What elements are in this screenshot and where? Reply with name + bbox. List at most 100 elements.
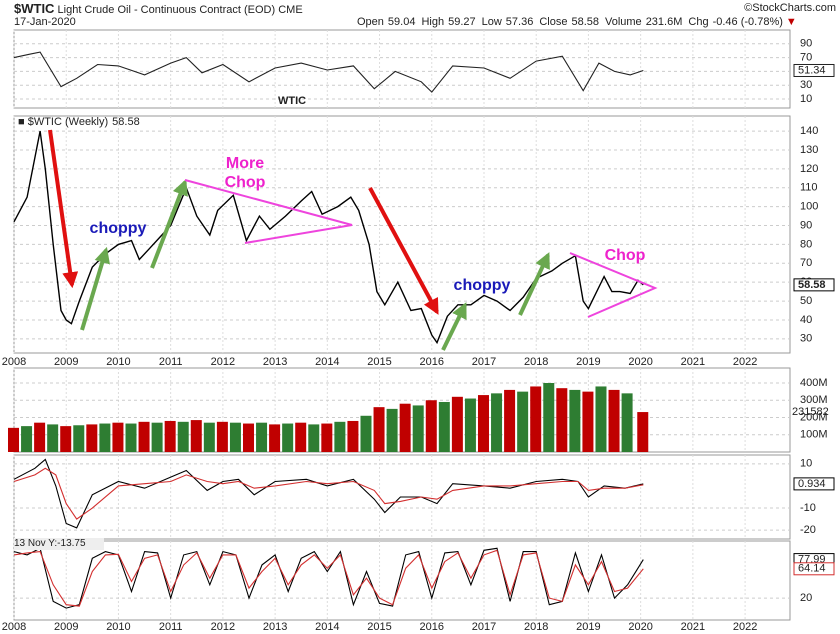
series-line bbox=[13, 549, 644, 607]
x-tick-label: 2014 bbox=[315, 356, 339, 368]
volume-bar bbox=[360, 415, 372, 452]
volume-bar bbox=[151, 422, 163, 452]
legend: ■ $WTIC (Weekly) 58.58 bbox=[18, 116, 140, 128]
y-tick-label: 90 bbox=[800, 38, 812, 50]
volume-bar bbox=[399, 403, 411, 452]
x-tick-label: 2014 bbox=[315, 621, 339, 633]
volume-bar bbox=[477, 395, 489, 452]
volume-bar bbox=[637, 412, 649, 452]
last-value-box bbox=[793, 278, 835, 292]
x-tick-label: 2013 bbox=[263, 356, 287, 368]
date: 17-Jan-2020 bbox=[14, 16, 76, 28]
y-tick-label: 20 bbox=[800, 592, 812, 604]
y-tick-label: 140 bbox=[800, 125, 818, 137]
panel bbox=[13, 115, 791, 354]
x-tick-label: 2013 bbox=[263, 621, 287, 633]
volume-bar bbox=[438, 401, 450, 452]
x-tick-label: 2012 bbox=[211, 356, 235, 368]
volume-bar bbox=[47, 424, 59, 452]
volume-bar bbox=[321, 423, 333, 452]
volume-bar bbox=[334, 421, 346, 452]
y-tick-label: 400M bbox=[800, 377, 828, 389]
y-tick-label: 200M bbox=[800, 411, 828, 423]
x-tick-label: 2008 bbox=[2, 621, 26, 633]
last-value-box bbox=[793, 477, 835, 491]
y-tick-label: 120 bbox=[800, 163, 818, 175]
x-tick-label: 2009 bbox=[54, 621, 78, 633]
x-tick-label: 2015 bbox=[367, 621, 391, 633]
stats: Open 59.04 High 59.27 Low 57.36 Close 58.58 Volu… bbox=[357, 16, 797, 28]
x-tick-label: 2020 bbox=[628, 356, 652, 368]
stat-value: 231.6M bbox=[646, 16, 683, 28]
symbol: $WTIC bbox=[14, 1, 55, 16]
panel-title: WTIC bbox=[278, 95, 306, 107]
stat-label: Open bbox=[357, 16, 384, 28]
volume-bar bbox=[282, 423, 294, 452]
x-tick-label: 2018 bbox=[524, 621, 548, 633]
volume-bar bbox=[595, 386, 607, 452]
stat-value: -0.46 (-0.78%) bbox=[713, 16, 783, 28]
x-tick-label: 2011 bbox=[159, 356, 183, 368]
last-value-box bbox=[793, 63, 835, 77]
x-tick-label: 2015 bbox=[367, 356, 391, 368]
stat-label: Volume bbox=[605, 16, 642, 28]
x-tick-label: 2019 bbox=[576, 621, 600, 633]
panel bbox=[13, 29, 791, 109]
y-tick-label: 70 bbox=[800, 257, 812, 269]
copyright: ©StockCharts.com bbox=[744, 2, 836, 14]
volume-bar bbox=[491, 393, 503, 452]
volume-bar bbox=[308, 424, 320, 452]
y-tick-label: 80 bbox=[800, 238, 812, 250]
x-tick-label: 2018 bbox=[524, 356, 548, 368]
header: $WTIC Light Crude Oil - Continuous Contr… bbox=[14, 1, 303, 16]
volume-bar bbox=[621, 393, 633, 452]
legend-name: $WTIC (Weekly) bbox=[28, 116, 108, 128]
x-tick-label: 2010 bbox=[106, 621, 130, 633]
volume-bar bbox=[21, 426, 33, 452]
volume-bar bbox=[543, 383, 555, 452]
annotation: 13 Nov Y:-13.75 bbox=[14, 538, 104, 550]
volume-bar bbox=[190, 420, 202, 452]
volume-bar bbox=[60, 426, 72, 452]
volume-bar bbox=[412, 405, 424, 452]
y-tick-label: 10 bbox=[800, 458, 812, 470]
y-tick-label: 30 bbox=[800, 333, 812, 345]
x-tick-label: 2011 bbox=[159, 621, 183, 633]
x-tick-label: 2019 bbox=[576, 356, 600, 368]
volume-bar bbox=[464, 398, 476, 452]
volume-bar bbox=[177, 421, 189, 452]
annotation: More Chop bbox=[224, 155, 266, 191]
volume-bar bbox=[8, 427, 19, 452]
x-tick-label: 2010 bbox=[106, 356, 130, 368]
stat-value: 57.36 bbox=[506, 16, 534, 28]
annotation: choppy bbox=[453, 277, 511, 294]
panel bbox=[13, 540, 791, 621]
y-tick-label: 70 bbox=[800, 52, 812, 64]
volume-bar bbox=[451, 396, 463, 452]
y-tick-label: -20 bbox=[800, 524, 816, 536]
y-tick-label: 30 bbox=[800, 79, 812, 91]
stat-value: 59.04 bbox=[388, 16, 416, 28]
arrow bbox=[150, 179, 188, 269]
volume-bar bbox=[138, 421, 150, 452]
volume-bar bbox=[425, 400, 437, 452]
volume-bar bbox=[216, 421, 228, 452]
y-tick-label: 130 bbox=[800, 144, 818, 156]
y-tick-label: 50 bbox=[800, 295, 812, 307]
volume-bar bbox=[73, 425, 85, 452]
x-tick-label: 2017 bbox=[472, 356, 496, 368]
series-line bbox=[13, 51, 644, 93]
last-value-label: 0.934 bbox=[798, 478, 826, 490]
volume-bar bbox=[112, 422, 124, 452]
y-tick-label: 10 bbox=[800, 93, 812, 105]
x-tick-label: 2022 bbox=[733, 356, 757, 368]
stat-value: 58.58 bbox=[571, 16, 599, 28]
volume-bar bbox=[517, 391, 529, 452]
x-tick-label: 2020 bbox=[628, 621, 652, 633]
arrow bbox=[368, 187, 439, 315]
volume-bar bbox=[504, 389, 516, 452]
triangle bbox=[569, 252, 658, 318]
down-arrow: ▼ bbox=[786, 16, 797, 28]
stat-value: 59.27 bbox=[448, 16, 476, 28]
